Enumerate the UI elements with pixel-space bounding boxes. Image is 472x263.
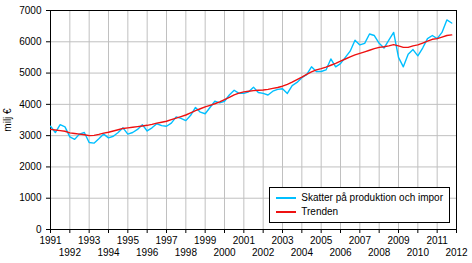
svg-text:2011: 2011 <box>426 235 448 246</box>
svg-text:2008: 2008 <box>368 247 391 258</box>
svg-text:1993: 1993 <box>78 235 101 246</box>
svg-text:1994: 1994 <box>97 247 120 258</box>
svg-text:2000: 2000 <box>213 247 236 258</box>
svg-text:1999: 1999 <box>194 235 217 246</box>
svg-text:0: 0 <box>36 224 42 235</box>
svg-text:2002: 2002 <box>252 247 275 258</box>
svg-text:6000: 6000 <box>19 36 42 47</box>
svg-text:3000: 3000 <box>19 130 42 141</box>
svg-text:7000: 7000 <box>19 5 42 16</box>
svg-text:2012: 2012 <box>445 247 468 258</box>
svg-text:1997: 1997 <box>155 235 178 246</box>
html-text:Trenden: Trenden <box>301 206 339 217</box>
html-text:Skatter på produktion och impo: Skatter på produktion och impor <box>301 192 443 203</box>
svg-text:2004: 2004 <box>291 247 314 258</box>
svg-text:2001: 2001 <box>233 235 256 246</box>
svg-text:2007: 2007 <box>349 235 372 246</box>
svg-text:2006: 2006 <box>329 247 352 258</box>
svg-text:1996: 1996 <box>136 247 159 258</box>
svg-text:2000: 2000 <box>19 161 42 172</box>
svg-text:1991: 1991 <box>39 235 62 246</box>
svg-text:milj €: milj € <box>2 108 13 132</box>
svg-text:2005: 2005 <box>310 235 333 246</box>
svg-text:1995: 1995 <box>117 235 140 246</box>
svg-text:1998: 1998 <box>175 247 198 258</box>
svg-text:2010: 2010 <box>407 247 430 258</box>
svg-text:1000: 1000 <box>19 192 42 203</box>
svg-text:2009: 2009 <box>387 235 410 246</box>
svg-text:1992: 1992 <box>59 247 82 258</box>
svg-text:5000: 5000 <box>19 67 42 78</box>
svg-text:4000: 4000 <box>19 99 42 110</box>
svg-text:2003: 2003 <box>271 235 294 246</box>
